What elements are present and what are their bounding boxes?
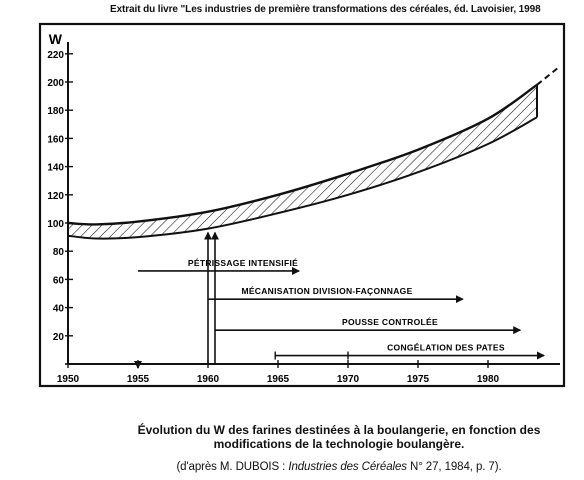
y-tick-label-200: 200: [47, 78, 64, 89]
y-tick-label-80: 80: [53, 247, 65, 258]
credit-journal: Industries des Céréales: [288, 461, 407, 473]
caption-line-1: Évolution du W des farines destinées à l…: [137, 423, 541, 437]
caption-line-2: modifications de la technologie boulangè…: [213, 437, 465, 451]
credit-prefix: (d'après M. DUBOIS :: [176, 461, 289, 473]
y-tick-label-20: 20: [53, 332, 65, 343]
event-label-2: MÉCANISATION DIVISION-FAÇONNAGE: [241, 286, 412, 296]
x-tick-label-1965: 1965: [267, 374, 290, 385]
w-band-layer: [67, 67, 559, 240]
w-band-upper: [67, 83, 538, 226]
w-band-hatch: [68, 84, 537, 239]
x-tick-label-1970: 1970: [337, 374, 360, 385]
y-tick-label-100: 100: [47, 219, 64, 230]
w-band-lower: [67, 116, 538, 240]
x-tick-label-1960: 1960: [197, 374, 220, 385]
w-dashed-extension: [536, 67, 559, 86]
chart-border: [38, 22, 566, 388]
event-label-4: CONGÉLATION DES PATES: [387, 343, 505, 353]
x-tick-label-1955: 1955: [127, 374, 150, 385]
source-note: Extrait du livre "Les industries de prem…: [110, 4, 541, 15]
x-tick-label-1950: 1950: [57, 374, 80, 385]
y-tick-label-40: 40: [53, 304, 65, 315]
y-tick-label-160: 160: [47, 134, 64, 145]
figure-credit: (d'après M. DUBOIS : Industries des Céré…: [96, 461, 582, 473]
figure-caption: Évolution du W des farines destinées à l…: [96, 423, 582, 451]
w-evolution-chart: W 20 40 60 80 100 120 140 160 180 200 220 1950 1955 19…: [38, 22, 566, 388]
plot-frame: [38, 22, 566, 388]
x-tick-label-1980: 1980: [477, 374, 500, 385]
axes: W 20 40 60 80 100 120 140 160 180 200 220 1950 1955 19…: [47, 31, 560, 385]
event-label-3: POUSSE CONTROLÉE: [342, 317, 438, 327]
event-label-1: PÉTRISSAGE INTENSIFIÉ: [188, 258, 298, 268]
events-layer: PÉTRISSAGE INTENSIFIÉ MÉCANISATION DIVISI…: [134, 231, 545, 369]
y-tick-label-60: 60: [53, 275, 65, 286]
x-tick-label-1975: 1975: [407, 374, 430, 385]
y-tick-label-180: 180: [47, 106, 64, 117]
y-axis-label: W: [49, 31, 63, 47]
y-tick-label-120: 120: [47, 191, 64, 202]
credit-suffix: N° 27, 1984, p. 7).: [406, 461, 502, 473]
y-tick-label-140: 140: [47, 163, 64, 174]
y-tick-label-220: 220: [47, 50, 64, 61]
